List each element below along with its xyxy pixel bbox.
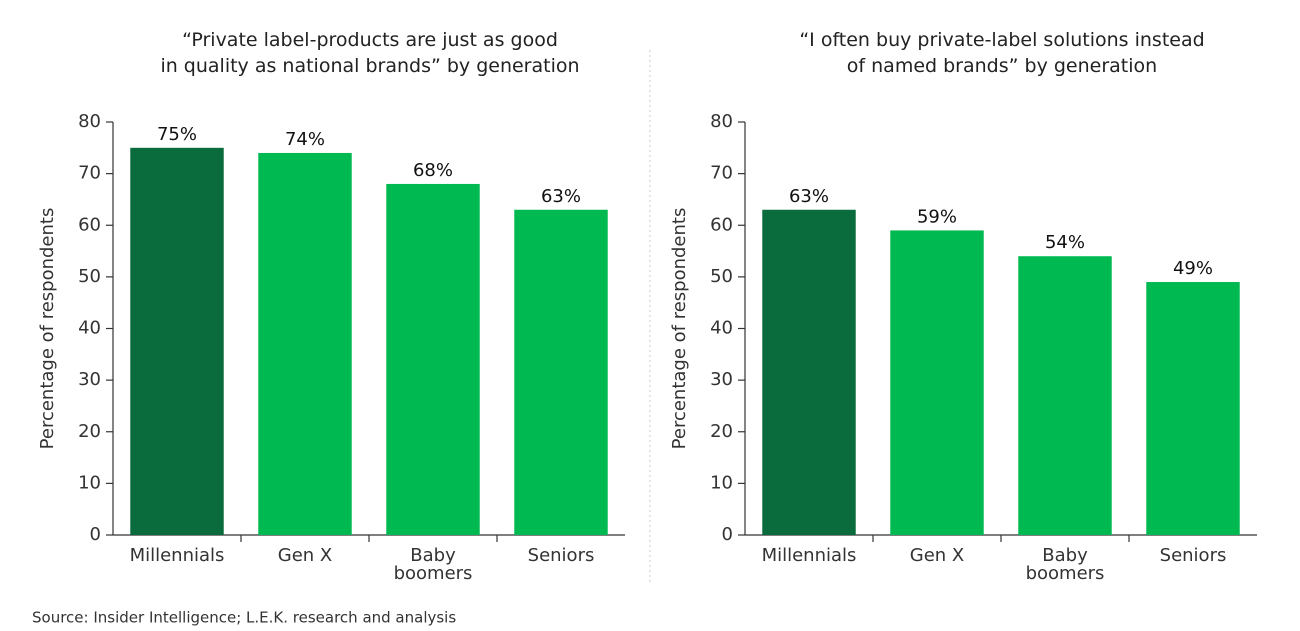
value-label: 74% bbox=[285, 129, 325, 150]
bar bbox=[1146, 282, 1240, 535]
y-tick-label: 40 bbox=[710, 318, 733, 339]
y-axis-label: Percentage of respondents bbox=[669, 208, 690, 450]
y-tick-label: 10 bbox=[78, 472, 101, 493]
y-tick-label: 10 bbox=[710, 472, 733, 493]
x-tick-label: Seniors bbox=[528, 545, 595, 566]
value-label: 63% bbox=[541, 186, 581, 207]
y-tick-label: 80 bbox=[78, 111, 101, 132]
value-label: 63% bbox=[789, 186, 829, 207]
value-label: 68% bbox=[413, 160, 453, 181]
y-tick-label: 60 bbox=[78, 214, 101, 235]
chart-title: “I often buy private-label solutions ins… bbox=[799, 29, 1204, 77]
y-tick-label: 60 bbox=[710, 214, 733, 235]
y-tick-label: 0 bbox=[722, 524, 733, 545]
bar bbox=[258, 152, 352, 535]
x-tick-label: Seniors bbox=[1160, 545, 1227, 566]
y-tick-label: 50 bbox=[78, 266, 101, 287]
value-label: 54% bbox=[1045, 232, 1085, 253]
value-label: 59% bbox=[917, 206, 957, 227]
y-tick-label: 30 bbox=[78, 369, 101, 390]
bar bbox=[514, 209, 608, 535]
value-label: 75% bbox=[157, 124, 197, 145]
x-tick-label: Millennials bbox=[762, 545, 857, 566]
y-tick-label: 70 bbox=[78, 163, 101, 184]
y-tick-label: 30 bbox=[710, 369, 733, 390]
value-label: 49% bbox=[1173, 258, 1213, 279]
y-tick-label: 20 bbox=[78, 421, 101, 442]
y-axis-label: Percentage of respondents bbox=[37, 208, 58, 450]
y-tick-label: 40 bbox=[78, 318, 101, 339]
chart-title: “Private label-products are just as good… bbox=[160, 29, 579, 77]
y-tick-label: 20 bbox=[710, 421, 733, 442]
bar bbox=[130, 147, 224, 535]
y-tick-label: 50 bbox=[710, 266, 733, 287]
y-tick-label: 80 bbox=[710, 111, 733, 132]
source: Source: Insider Intelligence; L.E.K. res… bbox=[32, 609, 456, 627]
bar bbox=[386, 183, 480, 535]
bar bbox=[890, 230, 984, 535]
y-tick-label: 70 bbox=[710, 163, 733, 184]
y-tick-label: 0 bbox=[90, 524, 101, 545]
bar bbox=[1018, 256, 1112, 535]
x-tick-label: Baby boomers bbox=[394, 545, 473, 584]
bar bbox=[762, 209, 856, 535]
x-tick-label: Gen X bbox=[278, 545, 332, 566]
x-tick-label: Millennials bbox=[130, 545, 225, 566]
x-tick-label: Baby boomers bbox=[1026, 545, 1105, 584]
x-tick-label: Gen X bbox=[910, 545, 964, 566]
